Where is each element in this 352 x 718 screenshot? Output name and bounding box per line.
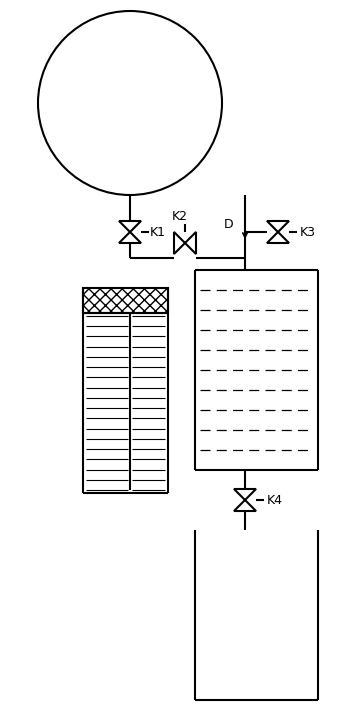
Bar	[83, 288, 168, 313]
Text: D: D	[224, 218, 233, 231]
Text: K2: K2	[172, 210, 188, 223]
Text: K3: K3	[300, 225, 316, 238]
Text: K1: K1	[150, 225, 166, 238]
Text: K4: K4	[267, 493, 283, 506]
